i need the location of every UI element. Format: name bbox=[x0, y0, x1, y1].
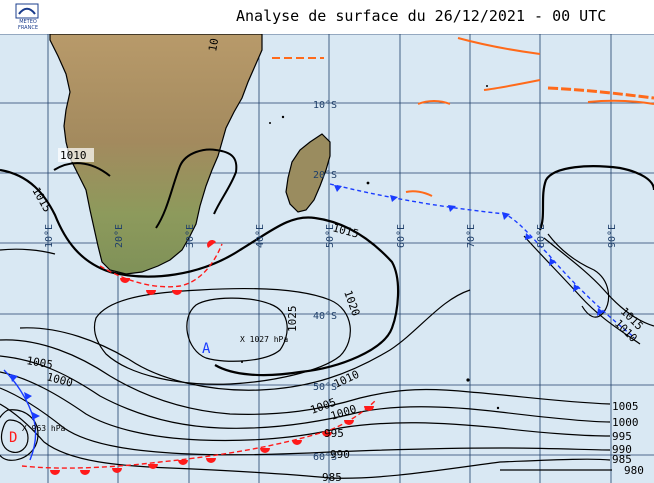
isobar-label: 1025 bbox=[286, 306, 299, 333]
lat-label-10s: 10°S bbox=[313, 100, 337, 111]
header-bar: METEO FRANCE Analyse de surface du 26/12… bbox=[0, 0, 654, 34]
lon-label-20e: 20°E bbox=[114, 224, 125, 248]
high-center-label: X 1027 hPa bbox=[240, 335, 288, 344]
lon-label-10e: 10°E bbox=[44, 224, 55, 248]
lat-label-20s: 20°S bbox=[313, 170, 337, 181]
lon-label-30e: 30°E bbox=[185, 224, 196, 248]
isobar-label: 990 bbox=[330, 448, 350, 461]
trough-6 bbox=[587, 99, 654, 105]
trough-7 bbox=[405, 190, 433, 197]
logo-text-france: FRANCE bbox=[18, 25, 38, 31]
isobar-label: 990 bbox=[612, 443, 632, 456]
africa-landmass bbox=[49, 33, 263, 275]
trough-5 bbox=[547, 86, 654, 100]
isobar-label: 995 bbox=[324, 427, 344, 440]
trough-3 bbox=[483, 79, 541, 91]
lat-label-40s: 40°S bbox=[313, 311, 337, 322]
fronts bbox=[3, 37, 654, 475]
islands bbox=[241, 85, 500, 410]
lon-label-80e: 80°E bbox=[536, 224, 547, 248]
cold-front-low bbox=[3, 369, 37, 461]
lon-label-50e: 50°E bbox=[325, 224, 336, 248]
isobar-label: 1005 bbox=[25, 354, 53, 371]
lat-label-60s: 60°S bbox=[313, 452, 337, 463]
isobar-label: 1010 bbox=[60, 149, 87, 162]
high-center-letter: A bbox=[202, 341, 211, 357]
trough-2 bbox=[457, 37, 541, 55]
isobar-label: 1005 bbox=[612, 400, 639, 413]
isobar-label: 980 bbox=[624, 464, 644, 477]
isobar-label: 1000 bbox=[612, 416, 639, 429]
lon-label-70e: 70°E bbox=[466, 224, 477, 248]
isobar-label: 985 bbox=[612, 453, 632, 466]
meteo-france-logo: METEO FRANCE bbox=[6, 3, 50, 31]
logo-text-meteo: METEO bbox=[19, 19, 37, 25]
map-title: Analyse de surface du 26/12/2021 - 00 UT… bbox=[236, 7, 607, 25]
isobar-label: 985 bbox=[322, 471, 342, 483]
lat-label-50s: 50°S bbox=[313, 382, 337, 393]
isobar-label: 10 bbox=[206, 37, 221, 52]
low-center-label: X 963 hPa bbox=[22, 424, 66, 433]
isobars bbox=[0, 148, 654, 479]
isobar-label: 995 bbox=[612, 430, 632, 443]
madagascar bbox=[285, 133, 331, 213]
lon-label-60e: 60°E bbox=[396, 224, 407, 248]
front-cape bbox=[99, 243, 223, 288]
low-center-letter: D bbox=[9, 430, 17, 446]
lon-label-40e: 40°E bbox=[255, 224, 266, 248]
lon-label-90e: 90°E bbox=[607, 224, 618, 248]
trough-4 bbox=[417, 100, 451, 105]
